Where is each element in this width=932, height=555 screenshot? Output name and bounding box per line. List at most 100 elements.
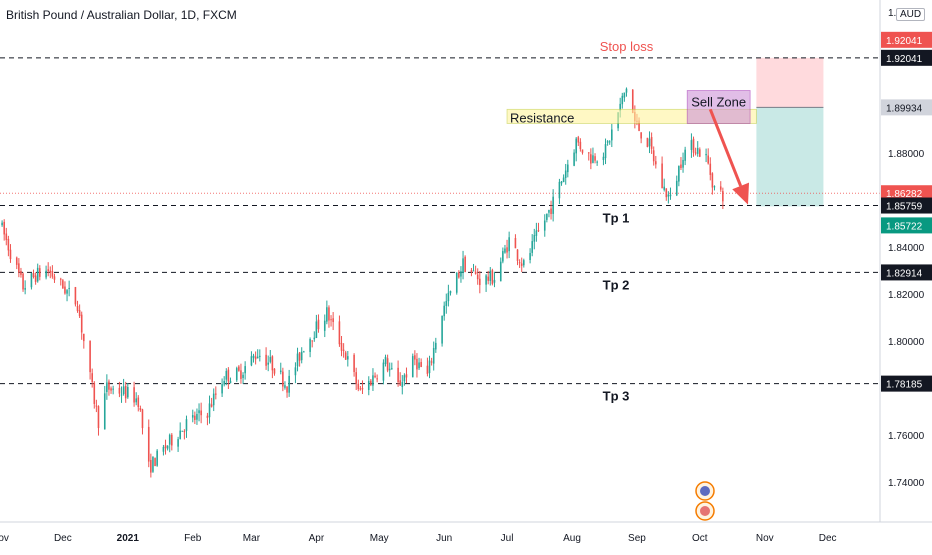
- candle-body[interactable]: [317, 319, 320, 330]
- candle-body[interactable]: [342, 349, 345, 351]
- candle-body[interactable]: [36, 267, 39, 282]
- candle-body[interactable]: [529, 253, 531, 260]
- candle-body[interactable]: [156, 450, 158, 466]
- candle-body[interactable]: [135, 398, 137, 403]
- candle-body[interactable]: [311, 340, 313, 342]
- candle-body[interactable]: [680, 164, 682, 169]
- candle-body[interactable]: [139, 408, 142, 410]
- candle-body[interactable]: [110, 388, 112, 391]
- candle-body[interactable]: [5, 233, 8, 241]
- candle-body[interactable]: [244, 366, 246, 374]
- candle-body[interactable]: [631, 89, 634, 113]
- candle-body[interactable]: [59, 278, 62, 280]
- candle-body[interactable]: [575, 138, 577, 154]
- candle-body[interactable]: [719, 186, 722, 190]
- candle-body[interactable]: [89, 340, 91, 373]
- candle-body[interactable]: [449, 291, 452, 294]
- candle-body[interactable]: [619, 103, 621, 111]
- candle-body[interactable]: [344, 352, 347, 360]
- candle-body[interactable]: [164, 445, 167, 449]
- candle-body[interactable]: [49, 270, 52, 273]
- candle-body[interactable]: [288, 375, 290, 393]
- candle-body[interactable]: [332, 318, 334, 323]
- candle-body[interactable]: [212, 393, 215, 406]
- candle-body[interactable]: [435, 342, 437, 350]
- candle-body[interactable]: [210, 404, 213, 407]
- candle-body[interactable]: [388, 368, 391, 371]
- candle-body[interactable]: [485, 275, 487, 285]
- candle-body[interactable]: [34, 275, 37, 282]
- candle-body[interactable]: [221, 384, 223, 394]
- candle-body[interactable]: [694, 152, 697, 154]
- candle-body[interactable]: [374, 375, 376, 378]
- candle-body[interactable]: [432, 347, 435, 364]
- candle-body[interactable]: [684, 149, 686, 161]
- candle-body[interactable]: [66, 290, 68, 294]
- candle-body[interactable]: [590, 154, 592, 164]
- candle-body[interactable]: [562, 177, 565, 183]
- candle-body[interactable]: [489, 270, 492, 281]
- candle-body[interactable]: [32, 273, 35, 277]
- candle-body[interactable]: [194, 415, 196, 420]
- candle-body[interactable]: [667, 194, 670, 197]
- candle-body[interactable]: [560, 181, 563, 184]
- candle-body[interactable]: [284, 385, 286, 388]
- candle-body[interactable]: [623, 92, 626, 98]
- candle-body[interactable]: [581, 149, 584, 153]
- candle-body[interactable]: [675, 180, 678, 196]
- candle-body[interactable]: [711, 173, 714, 188]
- candle-body[interactable]: [414, 355, 416, 360]
- candle-body[interactable]: [535, 230, 538, 236]
- candle-body[interactable]: [493, 279, 496, 283]
- candle-body[interactable]: [273, 368, 276, 374]
- candle-body[interactable]: [78, 310, 81, 317]
- candle-body[interactable]: [3, 221, 5, 235]
- candle-body[interactable]: [147, 426, 150, 462]
- candle-body[interactable]: [552, 196, 554, 214]
- candle-body[interactable]: [168, 434, 171, 445]
- candle-body[interactable]: [663, 186, 665, 190]
- candle-body[interactable]: [696, 148, 699, 154]
- candle-body[interactable]: [282, 371, 284, 387]
- candle-body[interactable]: [20, 270, 22, 275]
- candle-body[interactable]: [108, 381, 110, 390]
- candle-body[interactable]: [323, 320, 326, 331]
- candle-body[interactable]: [68, 287, 70, 289]
- candle-body[interactable]: [150, 459, 152, 473]
- candle-body[interactable]: [638, 120, 640, 131]
- candle-body[interactable]: [558, 181, 561, 199]
- candle-body[interactable]: [709, 163, 712, 175]
- candle-body[interactable]: [386, 358, 389, 371]
- candle-body[interactable]: [699, 149, 701, 157]
- candle-body[interactable]: [83, 333, 85, 342]
- sell-zone[interactable]: [686, 90, 751, 124]
- candle-body[interactable]: [370, 380, 372, 386]
- candle-body[interactable]: [122, 386, 125, 395]
- candle-body[interactable]: [235, 368, 238, 381]
- candle-body[interactable]: [445, 300, 448, 306]
- candle-body[interactable]: [361, 388, 364, 390]
- candle-body[interactable]: [608, 141, 611, 143]
- candle-body[interactable]: [594, 156, 596, 161]
- profit-zone[interactable]: [756, 107, 824, 207]
- candle-body[interactable]: [596, 161, 598, 163]
- candle-body[interactable]: [476, 274, 479, 280]
- candle-body[interactable]: [602, 156, 605, 161]
- candle-body[interactable]: [470, 270, 473, 272]
- candle-body[interactable]: [238, 366, 240, 371]
- candle-body[interactable]: [91, 373, 93, 382]
- candle-body[interactable]: [162, 446, 165, 452]
- candle-body[interactable]: [215, 393, 217, 395]
- candle-body[interactable]: [531, 241, 533, 253]
- candle-body[interactable]: [51, 270, 54, 277]
- candle-body[interactable]: [185, 419, 188, 431]
- candle-body[interactable]: [355, 372, 357, 384]
- candle-body[interactable]: [309, 339, 311, 352]
- candle-body[interactable]: [313, 337, 316, 340]
- candle-body[interactable]: [152, 456, 154, 472]
- candle-body[interactable]: [690, 140, 693, 150]
- candle-body[interactable]: [606, 141, 609, 143]
- candle-body[interactable]: [418, 362, 420, 369]
- candle-body[interactable]: [692, 138, 695, 153]
